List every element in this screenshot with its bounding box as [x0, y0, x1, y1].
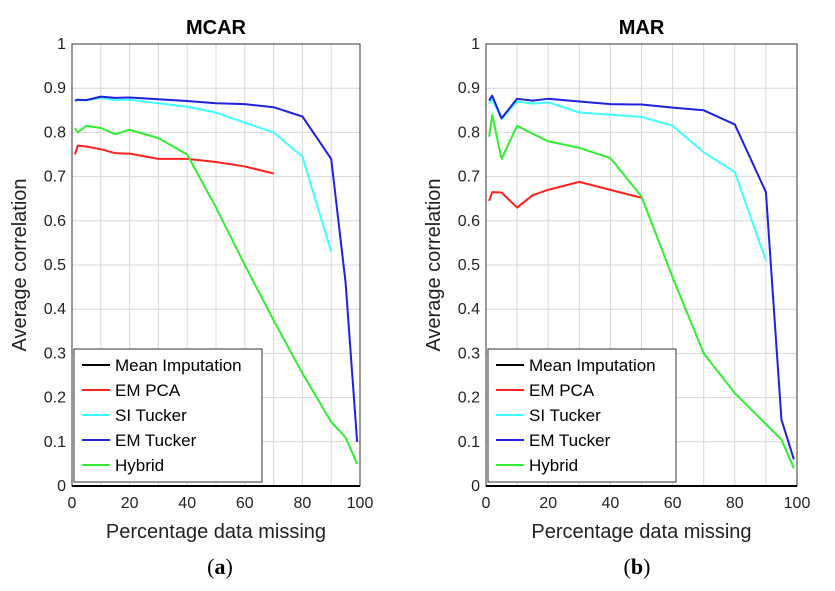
chart-0-series-em-tucker: [74, 95, 359, 442]
chart-1-legend-label-si-tucker: SI Tucker: [529, 406, 601, 425]
chart-1-x-tick-label: 20: [539, 495, 557, 512]
chart-0-legend-label-em-pca: EM PCA: [115, 381, 181, 400]
chart-1-title: MAR: [619, 17, 665, 39]
chart-0-y-tick-label: 0.5: [44, 257, 66, 274]
chart-1-x-tick-label: 0: [482, 495, 491, 512]
chart-1-x-tick-label: 100: [784, 495, 811, 512]
chart-1-x-tick-label: 60: [664, 495, 682, 512]
chart-1-y-tick-label: 0.2: [458, 390, 480, 407]
chart-0-y-tick-label: 1: [57, 36, 66, 53]
chart-1-series-em-tucker: [488, 94, 795, 460]
chart-0-caption: (a): [207, 554, 233, 579]
chart-0-y-tick-label: 0.6: [44, 213, 66, 230]
chart-1-y-tick-label: 0.4: [458, 301, 480, 318]
chart-1-series-hybrid: [488, 113, 795, 469]
chart-0-legend-label-mean-imputation: Mean Imputation: [115, 356, 242, 375]
chart-1-x-tick-label: 80: [726, 495, 744, 512]
chart-0-legend-label-hybrid: Hybrid: [115, 456, 164, 475]
chart-0-x-axis-label: Percentage data missing: [106, 521, 326, 543]
chart-1-y-tick-label: 0.9: [458, 80, 480, 97]
chart-0-y-tick-label: 0: [57, 478, 66, 495]
chart-0-x-tick-label: 20: [121, 495, 139, 512]
chart-0-y-tick-label: 0.9: [44, 80, 66, 97]
chart-1-y-tick-label: 0.6: [458, 213, 480, 230]
chart-1-legend-label-em-pca: EM PCA: [529, 381, 595, 400]
chart-1-y-tick-label: 1: [471, 36, 480, 53]
chart-1-x-axis-label: Percentage data missing: [531, 521, 751, 543]
chart-0-x-tick-label: 100: [347, 495, 374, 512]
chart-0-x-tick-label: 0: [68, 495, 77, 512]
chart-1-x-tick-label: 40: [602, 495, 620, 512]
chart-0-y-tick-label: 0.8: [44, 124, 66, 141]
chart-0-series-hybrid: [74, 124, 359, 465]
chart-mar: 0 0.1 0.2 0.3 0.4 0.5 0.6 0.7 0.8 0.9 1 0 20 40 60 80 10…: [423, 17, 810, 579]
chart-0-legend-label-si-tucker: SI Tucker: [115, 406, 187, 425]
chart-1-caption: (b): [624, 554, 651, 579]
chart-0-y-axis-label: Average correlation: [9, 178, 31, 351]
chart-1-y-axis-label: Average correlation: [423, 178, 445, 351]
chart-0-x-tick-label: 60: [236, 495, 254, 512]
chart-0-legend-label-em-tucker: EM Tucker: [115, 431, 197, 450]
chart-1-y-tick-label: 0.7: [458, 169, 480, 186]
chart-0-title: MCAR: [186, 17, 247, 39]
chart-0-y-tick-label: 0.7: [44, 169, 66, 186]
chart-0-y-tick-label: 0.3: [44, 345, 66, 362]
chart-0-x-tick-label: 80: [294, 495, 312, 512]
chart-1-legend-label-hybrid: Hybrid: [529, 456, 578, 475]
chart-1-y-tick-label: 0: [471, 478, 480, 495]
chart-0-y-tick-label: 0.2: [44, 390, 66, 407]
chart-1-legend-label-mean-imputation: Mean Imputation: [529, 356, 656, 375]
chart-1-y-tick-label: 0.5: [458, 257, 480, 274]
chart-1-series-em-pca: [488, 180, 642, 209]
chart-1-legend-label-em-tucker: EM Tucker: [529, 431, 611, 450]
chart-1-y-tick-label: 0.8: [458, 124, 480, 141]
chart-0-y-tick-label: 0.4: [44, 301, 66, 318]
chart-mcar: 0 0.1 0.2 0.3 0.4 0.5 0.6 0.7 0.8 0.9 1 0 20 40 60 80 10…: [9, 17, 373, 579]
chart-1-y-tick-label: 0.3: [458, 345, 480, 362]
chart-0-series-em-pca: [73, 144, 274, 175]
chart-1-y-tick-label: 0.1: [458, 434, 480, 451]
chart-0-series-si-tucker: [74, 96, 333, 253]
chart-0-x-tick-label: 40: [178, 495, 196, 512]
chart-0-y-tick-label: 0.1: [44, 434, 66, 451]
